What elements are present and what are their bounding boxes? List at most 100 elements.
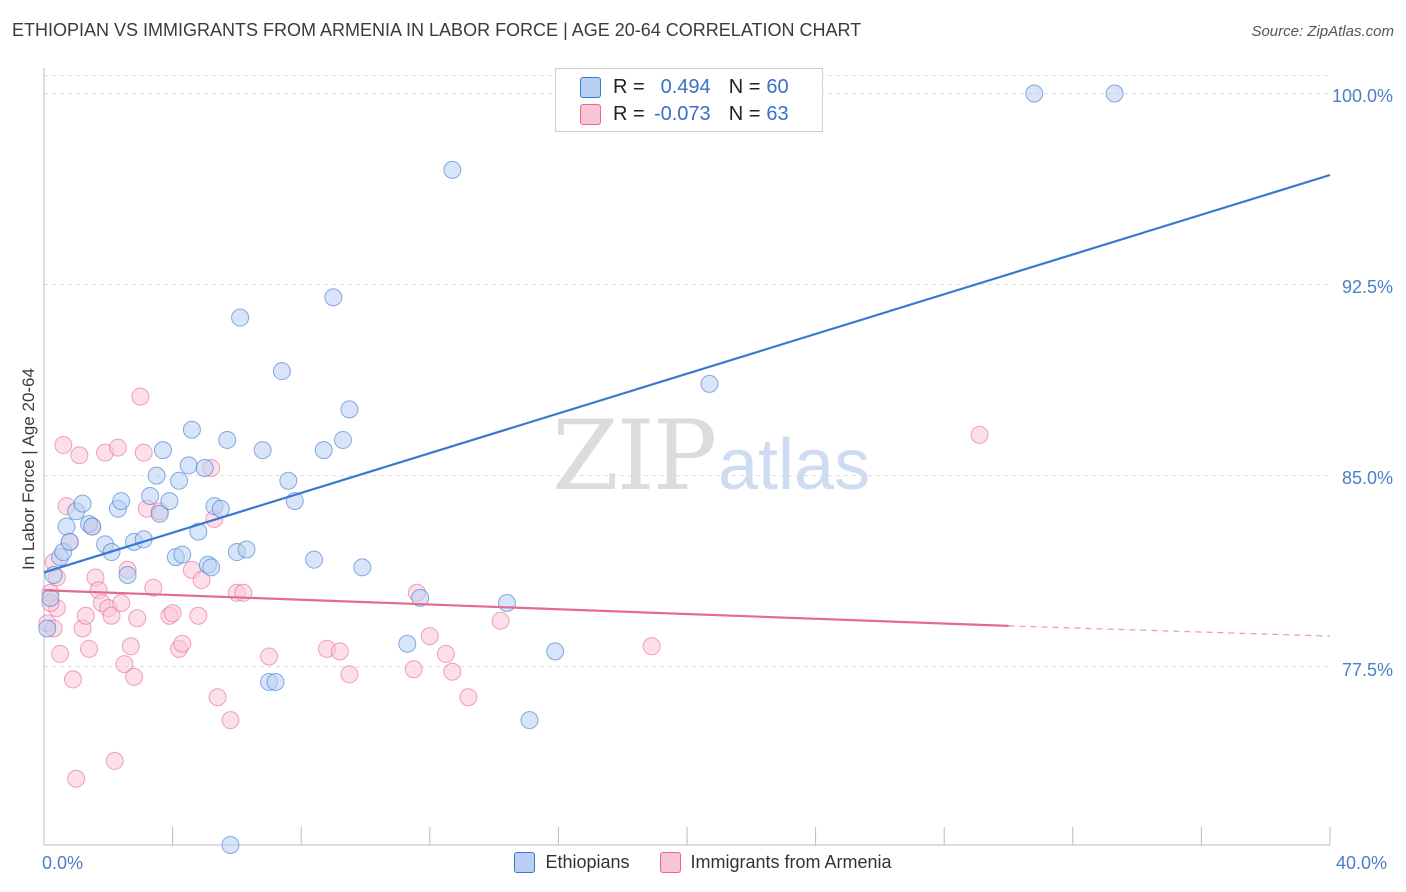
point-armenia [76,606,95,625]
y-tick-label: 77.5% [1341,660,1393,680]
point-ethiopians [60,532,79,551]
point-ethiopians [272,362,291,381]
point-ethiopians [353,558,372,577]
point-ethiopians [112,492,131,511]
point-ethiopians [195,458,214,477]
point-ethiopians [305,550,324,569]
point-ethiopians [333,430,352,449]
legend-label: Immigrants from Armenia [690,852,892,872]
trendline-armenia [43,589,1009,628]
point-armenia [436,644,455,663]
point-ethiopians [218,430,237,449]
point-armenia [144,578,163,597]
point-armenia [112,593,131,612]
point-ethiopians [170,471,189,490]
point-ethiopians [340,400,359,419]
blue-swatch [514,852,536,873]
point-ethiopians [546,642,565,661]
point-ethiopians [38,619,57,638]
point-armenia [115,655,134,674]
legend-item-armenia[interactable]: Immigrants from Armenia [659,852,892,873]
point-armenia [108,438,127,457]
point-ethiopians [182,420,201,439]
point-ethiopians [700,374,719,393]
legend-label: Ethiopians [545,852,630,872]
watermark-zip: ZIP [552,400,717,512]
blue-swatch [580,76,601,98]
stats-row-ethiopians: R = 0.494 N = 60 [580,74,789,100]
point-armenia [121,637,140,656]
y-tick-label: 100.0% [1331,86,1393,106]
point-ethiopians [324,288,343,307]
chart-title: ETHIOPIAN VS IMMIGRANTS FROM ARMENIA IN … [12,20,862,40]
point-ethiopians [266,672,285,691]
point-ethiopians [179,456,198,475]
n-value: 63 [766,102,789,125]
point-ethiopians [150,504,169,523]
point-armenia [491,611,510,630]
point-armenia [67,769,86,788]
point-armenia [163,604,182,623]
point-armenia [330,642,349,661]
point-ethiopians [279,471,298,490]
point-armenia [102,606,121,625]
point-ethiopians [221,836,240,854]
point-armenia [80,639,99,658]
trendline-armenia-extension [1008,625,1331,637]
point-ethiopians [520,711,539,730]
point-ethiopians [73,494,92,513]
point-armenia [260,647,279,666]
point-armenia [208,688,227,707]
watermark-atlas: atlas [718,425,871,505]
point-armenia [404,660,423,679]
point-armenia [173,634,192,653]
point-armenia [221,711,240,730]
point-armenia [189,606,208,625]
point-ethiopians [41,588,60,607]
x-tick-label-max: 40.0% [1336,853,1388,873]
point-ethiopians [189,522,208,541]
point-ethiopians [231,308,250,327]
point-armenia [125,667,144,686]
point-ethiopians [237,540,256,559]
point-ethiopians [497,593,516,612]
point-armenia [54,436,73,455]
r-value: 0.494 [660,75,711,98]
y-tick-label: 85.0% [1341,468,1393,488]
trendline-ethiopians [43,173,1331,574]
point-armenia [459,688,478,707]
legend: Ethiopians Immigrants from Armenia [0,852,1406,873]
point-ethiopians [1025,84,1044,103]
point-ethiopians [398,634,417,653]
y-tick-label: 92.5% [1341,277,1393,297]
x-tick-label-min: 0.0% [42,853,84,873]
point-armenia [105,751,124,770]
point-ethiopians [202,558,221,577]
point-ethiopians [314,441,333,460]
point-ethiopians [83,517,102,536]
point-ethiopians [141,486,160,505]
point-armenia [192,571,211,590]
n-value: 60 [766,75,789,98]
r-label: R = [613,75,645,98]
point-armenia [70,446,89,465]
point-armenia [128,609,147,628]
point-armenia [131,387,150,406]
point-ethiopians [411,588,430,607]
point-armenia [51,644,70,663]
point-armenia [134,443,153,462]
point-ethiopians [173,545,192,564]
point-armenia [420,627,439,646]
point-armenia [443,662,462,681]
point-ethiopians [147,466,166,485]
point-armenia [63,670,82,689]
point-ethiopians [153,441,172,460]
point-ethiopians [57,517,76,536]
y-axis-title: In Labor Force | Age 20-64 [19,368,38,570]
point-armenia [340,665,359,684]
point-armenia [642,637,661,656]
r-label: R = [613,102,645,125]
n-label: N = [728,75,761,98]
legend-item-ethiopians[interactable]: Ethiopians [514,852,630,873]
r-value: -0.073 [653,102,711,125]
